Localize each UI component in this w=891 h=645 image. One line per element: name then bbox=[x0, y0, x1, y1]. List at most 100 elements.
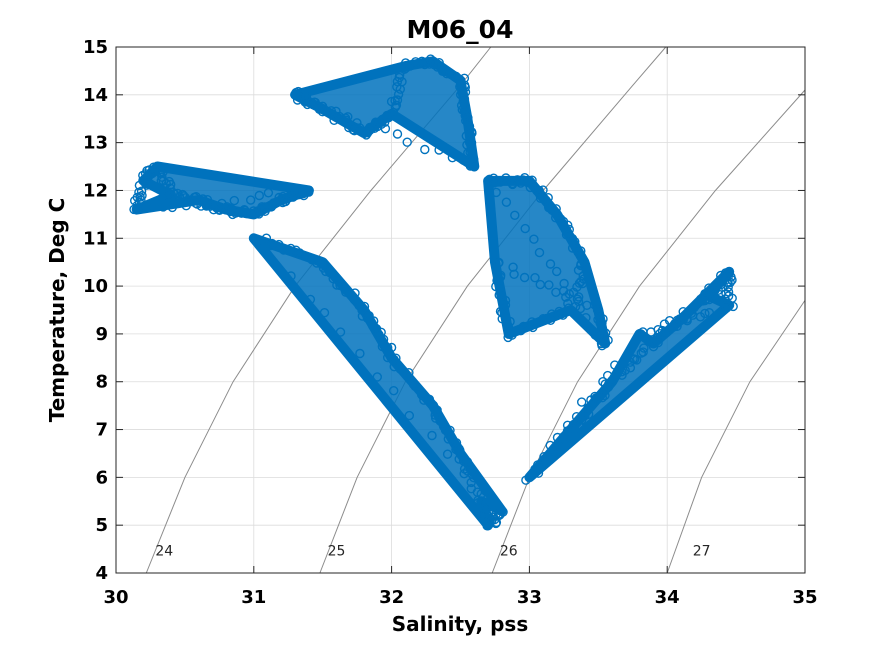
scatter-point bbox=[600, 390, 610, 401]
scatter-point bbox=[701, 294, 711, 305]
scatter-point bbox=[158, 202, 168, 212]
scatter-point bbox=[279, 245, 289, 255]
scatter-point bbox=[529, 234, 539, 244]
scatter-point bbox=[564, 224, 574, 235]
scatter-point bbox=[304, 187, 314, 197]
scatter-point bbox=[503, 332, 513, 343]
scatter-point bbox=[728, 301, 738, 312]
scatter-point bbox=[315, 102, 325, 112]
y-tick-label: 5 bbox=[95, 515, 108, 536]
scatter-point bbox=[535, 189, 545, 200]
y-tick-label: 8 bbox=[95, 372, 108, 393]
scatter-point bbox=[603, 370, 613, 381]
scatter-point bbox=[639, 343, 649, 353]
scatter-point bbox=[380, 123, 391, 134]
scatter-point bbox=[501, 197, 512, 207]
scatter-point bbox=[377, 341, 388, 352]
scatter-point bbox=[134, 187, 144, 198]
scatter-point bbox=[260, 206, 270, 217]
scatter-point bbox=[202, 194, 213, 205]
scatter-point bbox=[392, 129, 403, 139]
scatter-point bbox=[269, 198, 279, 208]
scatter-point bbox=[350, 288, 360, 298]
density-contour-27 bbox=[666, 300, 806, 574]
scatter-point bbox=[357, 311, 368, 321]
plot-frame bbox=[115, 46, 806, 574]
scatter-point bbox=[704, 283, 714, 293]
scatter-point bbox=[501, 173, 511, 183]
scatter-point bbox=[636, 348, 646, 358]
scatter-point bbox=[581, 313, 591, 323]
scatter-point bbox=[383, 343, 393, 353]
scatter-point bbox=[528, 322, 538, 333]
scatter-point bbox=[590, 391, 600, 402]
scatter-point bbox=[533, 460, 543, 470]
scatter-point bbox=[721, 289, 731, 299]
scatter-point bbox=[196, 201, 206, 211]
scatter-point bbox=[544, 280, 554, 290]
axis-ticks bbox=[115, 46, 806, 574]
scatter-point bbox=[598, 377, 608, 387]
scatter-point bbox=[687, 305, 697, 315]
scatter-point bbox=[491, 281, 501, 292]
scatter-point bbox=[384, 112, 394, 123]
scatter-point bbox=[267, 238, 277, 249]
scatter-point bbox=[404, 373, 414, 383]
scatter-point bbox=[584, 409, 594, 419]
contour-label-27: 27 bbox=[693, 544, 711, 560]
scatter-point bbox=[451, 71, 461, 82]
scatter-point bbox=[542, 313, 552, 324]
scatter-point bbox=[372, 372, 382, 382]
scatter-point bbox=[451, 438, 462, 448]
scatter-point bbox=[335, 327, 346, 337]
scatter-point bbox=[545, 440, 555, 451]
x-tick-label: 33 bbox=[517, 587, 542, 608]
scatter-point bbox=[469, 473, 479, 483]
cluster-2 bbox=[248, 233, 508, 531]
scatter-point bbox=[496, 270, 506, 280]
x-tick-label: 35 bbox=[792, 587, 817, 608]
scatter-point bbox=[522, 177, 533, 188]
scatter-point bbox=[355, 348, 365, 359]
x-tick-label: 31 bbox=[241, 587, 266, 608]
scatter-point bbox=[463, 113, 473, 123]
scatter-point bbox=[556, 214, 566, 224]
scatter-point bbox=[632, 355, 642, 365]
scatter-point bbox=[412, 382, 422, 393]
scatter-point bbox=[545, 259, 556, 269]
density-contour-25 bbox=[319, 46, 667, 574]
scatter-point bbox=[168, 187, 178, 198]
scatter-point bbox=[456, 100, 467, 111]
scatter-point bbox=[420, 144, 430, 155]
scatter-point bbox=[278, 191, 288, 202]
scatter-point bbox=[638, 327, 648, 337]
scatter-point bbox=[427, 430, 437, 441]
scatter-point bbox=[364, 311, 374, 321]
x-tick-label: 34 bbox=[655, 587, 680, 608]
cluster-1 bbox=[290, 54, 480, 172]
contour-label-26: 26 bbox=[500, 544, 518, 560]
scatter-point bbox=[295, 92, 305, 103]
scatter-point bbox=[519, 272, 530, 283]
scatter-point bbox=[517, 323, 527, 334]
scatter-point bbox=[248, 206, 259, 216]
scatter-point bbox=[167, 202, 178, 213]
scatter-point bbox=[549, 448, 560, 459]
scatter-point bbox=[583, 403, 593, 413]
scatter-point bbox=[466, 477, 476, 488]
scatter-point bbox=[341, 287, 351, 297]
scatter-point bbox=[617, 370, 627, 380]
scatter-point bbox=[457, 105, 467, 115]
scatter-point bbox=[567, 233, 578, 244]
scatter-point bbox=[552, 432, 563, 443]
scatter-point bbox=[348, 125, 358, 135]
x-tick-labels: 30 31 32 33 34 35 bbox=[103, 587, 817, 608]
scatter-point bbox=[495, 505, 505, 516]
scatter-point bbox=[573, 265, 584, 275]
scatter-point bbox=[559, 278, 569, 289]
scatter-point bbox=[260, 202, 270, 212]
x-axis-label: Salinity, pss bbox=[392, 612, 528, 636]
scatter-point bbox=[245, 195, 256, 205]
scatter-point bbox=[291, 186, 301, 197]
